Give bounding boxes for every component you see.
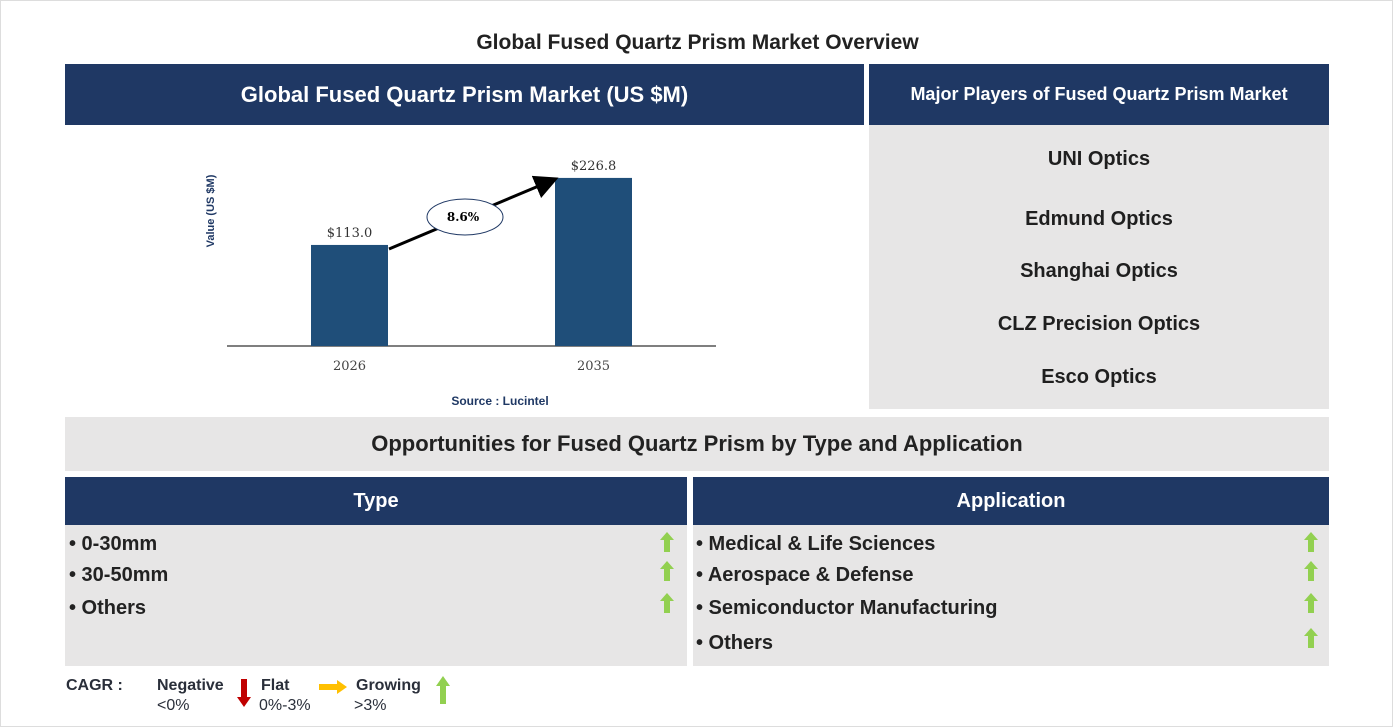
growing-arrow-icon bbox=[1304, 532, 1318, 552]
y-axis-label: Value (US $M) bbox=[205, 174, 217, 247]
legend-negative-range: <0% bbox=[157, 697, 190, 714]
growing-arrow-icon bbox=[1304, 628, 1318, 648]
page-title: Global Fused Quartz Prism Market Overvie… bbox=[476, 31, 919, 54]
type-header: Type bbox=[65, 477, 687, 525]
negative-arrow-icon bbox=[237, 679, 251, 707]
player-item: UNI Optics bbox=[1047, 148, 1151, 170]
growing-arrow-icon bbox=[660, 593, 674, 613]
growing-arrow-icon bbox=[660, 561, 674, 581]
flat-arrow-icon bbox=[319, 680, 347, 694]
growing-arrow-icon bbox=[1304, 593, 1318, 613]
data-label: $226.8 bbox=[571, 159, 617, 174]
player-item: CLZ Precision Optics bbox=[997, 313, 1201, 335]
players-list: UNI Optics Edmund Optics Shanghai Optics… bbox=[869, 125, 1329, 409]
type-item: • 0-30mm bbox=[69, 533, 158, 555]
data-label: $113.0 bbox=[327, 226, 373, 241]
growing-arrow-icon bbox=[660, 532, 674, 552]
application-panel: • Medical & Life Sciences • Aerospace & … bbox=[693, 525, 1329, 666]
cagr-legend: CAGR : Negative <0% Flat 0%-3% Growing >… bbox=[1, 673, 601, 723]
legend-growing-range: >3% bbox=[354, 697, 387, 714]
legend-negative: Negative bbox=[157, 677, 224, 694]
type-item: • 30-50mm bbox=[69, 564, 169, 586]
growing-arrow-icon bbox=[1304, 561, 1318, 581]
source-label: Source : Lucintel bbox=[451, 394, 548, 408]
cagr-label: 8.6% bbox=[447, 210, 480, 224]
x-tick-label: 2026 bbox=[333, 359, 366, 374]
bar-2035 bbox=[555, 177, 632, 346]
chart-header: Global Fused Quartz Prism Market (US $M) bbox=[65, 64, 864, 125]
legend-growing: Growing bbox=[356, 677, 421, 694]
application-item: • Medical & Life Sciences bbox=[696, 533, 936, 555]
application-header: Application bbox=[693, 477, 1329, 525]
application-item: • Semiconductor Manufacturing bbox=[696, 597, 998, 619]
type-panel: • 0-30mm • 30-50mm • Others bbox=[65, 525, 687, 666]
type-item: • Others bbox=[69, 597, 147, 619]
opportunities-header: Opportunities for Fused Quartz Prism by … bbox=[65, 417, 1329, 471]
players-header: Major Players of Fused Quartz Prism Mark… bbox=[869, 64, 1329, 125]
x-tick-label: 2035 bbox=[577, 359, 610, 374]
bar-2026 bbox=[311, 244, 388, 346]
cagr-bubble bbox=[426, 198, 504, 236]
player-item: Edmund Optics bbox=[1025, 208, 1173, 230]
legend-label: CAGR : bbox=[66, 677, 123, 694]
application-item: • Aerospace & Defense bbox=[696, 564, 914, 586]
player-item: Shanghai Optics bbox=[1020, 260, 1178, 282]
player-item: Esco Optics bbox=[1041, 366, 1157, 388]
legend-flat: Flat bbox=[261, 677, 290, 694]
application-item: • Others bbox=[696, 632, 774, 654]
growing-arrow-icon bbox=[436, 676, 450, 704]
legend-flat-range: 0%-3% bbox=[259, 697, 311, 714]
